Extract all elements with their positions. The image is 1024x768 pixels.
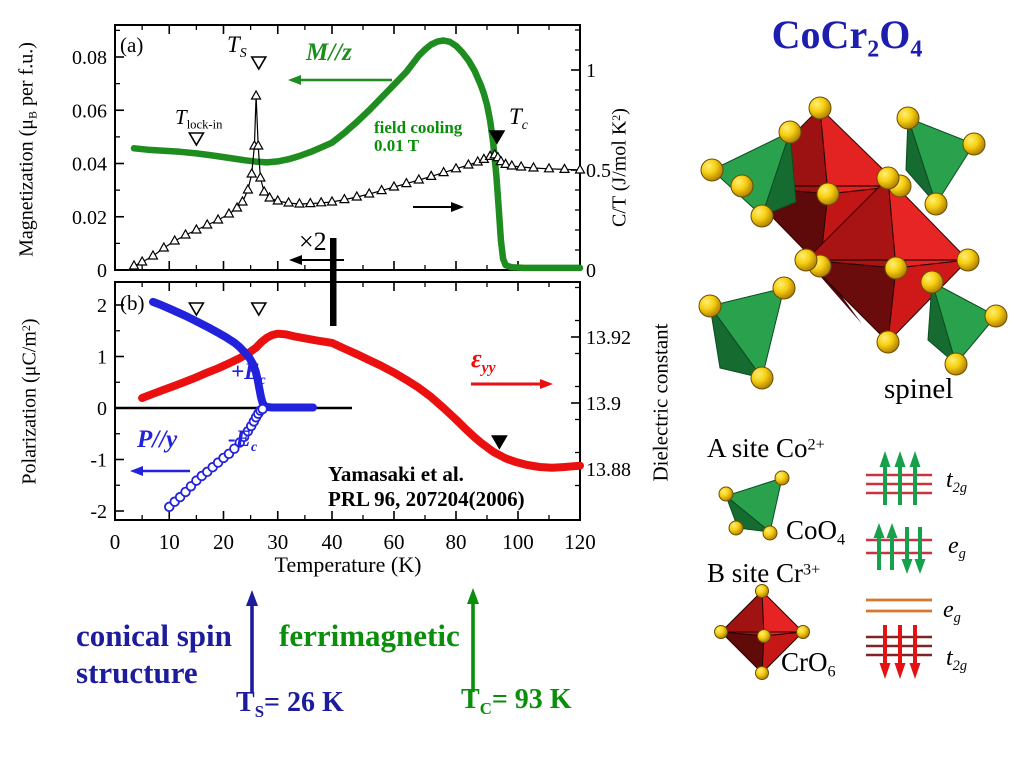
ts-annotation: TS	[227, 32, 247, 60]
cr-eg-label: eg	[943, 597, 961, 627]
ct-axis-label: C/T (J/mol K2)	[608, 108, 631, 227]
svg-text:100: 100	[502, 530, 534, 554]
spinel-structure-image	[698, 96, 1008, 390]
svg-text:2: 2	[97, 295, 107, 317]
tc-annotation: Tc	[509, 104, 528, 132]
polarization-axis-label: Polarization (μC/m2)	[18, 318, 41, 485]
co-t2g-spin-up-arrows	[879, 451, 921, 505]
magnetization-axis-label: Magnetization (μB per f.u.)	[15, 42, 40, 257]
panel-b-tag: (b)	[120, 291, 145, 315]
co-eg-levels	[866, 538, 932, 555]
svg-text:13.88: 13.88	[586, 459, 631, 481]
svg-text:13.92: 13.92	[586, 327, 631, 349]
oxygen-spheres	[698, 96, 1008, 390]
a-site-label: A site Co2+	[707, 433, 825, 463]
ferrimagnetic-annotation: ferrimagnetic	[279, 618, 460, 653]
cro6-octahedron-icon	[714, 584, 810, 680]
tlockin-annotation: Tlock-in	[175, 105, 223, 132]
svg-text:13.9: 13.9	[586, 393, 621, 415]
mz-annotation: M//z	[306, 39, 352, 66]
coo4-label: CoO4	[786, 515, 846, 549]
ts-value-annotation: TS= 26 K	[236, 687, 344, 721]
svg-text:30: 30	[267, 530, 288, 554]
panel-a-tag: (a)	[120, 33, 144, 57]
times2-annotation: ×2	[299, 227, 327, 256]
svg-text:0: 0	[97, 398, 107, 420]
svg-text:0: 0	[586, 260, 596, 282]
compound-title: CoCr2O4	[771, 12, 923, 63]
coo4-tetrahedron-icon	[718, 470, 790, 541]
co-t2g-label: t2g	[946, 467, 968, 497]
eyy-annotation: εyy	[471, 344, 496, 377]
cr-eg-levels	[866, 598, 932, 613]
co-eg-label: eg	[948, 533, 966, 563]
svg-text:20: 20	[213, 530, 234, 554]
energy-level-diagram	[866, 451, 932, 679]
svg-text:0.04: 0.04	[72, 154, 107, 176]
conical-spin-annotation: conical spin structure	[76, 618, 232, 690]
temperature-axis-label: Temperature (K)	[274, 552, 422, 577]
dielectric-axis-label: Dielectric constant	[648, 323, 673, 482]
svg-text:0: 0	[97, 260, 107, 282]
svg-text:0.02: 0.02	[72, 207, 107, 229]
py-annotation: P//y	[137, 426, 178, 453]
spinel-label: spinel	[884, 373, 954, 405]
co-eg-spin-arrows	[873, 523, 926, 574]
magnetization-polarization-chart: 0 0.02 0.04 0.06 0.08 0 0.5 1 -2 -1 0 1 2 13.88 13.9 13…	[72, 24, 631, 692]
b-site-label: B site Cr3+	[707, 558, 821, 588]
svg-text:40: 40	[322, 530, 343, 554]
svg-text:1: 1	[586, 60, 596, 82]
citation-line1: Yamasaki et al.	[328, 462, 464, 486]
svg-text:1: 1	[97, 347, 107, 369]
citation-line2: PRL 96, 207204(2006)	[328, 487, 525, 511]
svg-text:80: 80	[446, 530, 467, 554]
plus-ec-annotation: +Ec	[231, 359, 266, 387]
svg-text:-2: -2	[90, 501, 107, 523]
svg-text:0.06: 0.06	[72, 100, 107, 122]
cr-t2g-spin-down-arrows	[879, 625, 921, 679]
svg-text:0: 0	[110, 530, 121, 554]
svg-text:120: 120	[564, 530, 596, 554]
svg-text:60: 60	[384, 530, 405, 554]
cr-t2g-label: t2g	[946, 645, 968, 675]
minus-ec-annotation: -Ec	[228, 426, 258, 454]
svg-text:0.08: 0.08	[72, 47, 107, 69]
field-cooling-annotation: field cooling 0.01 T	[374, 118, 463, 155]
svg-text:10: 10	[159, 530, 180, 554]
tc-value-annotation: TC= 93 K	[461, 684, 572, 718]
svg-text:-1: -1	[90, 450, 107, 472]
svg-text:0.5: 0.5	[586, 160, 611, 182]
tetrahedra-cluster	[709, 117, 997, 380]
cro6-label: CrO6	[781, 647, 836, 681]
